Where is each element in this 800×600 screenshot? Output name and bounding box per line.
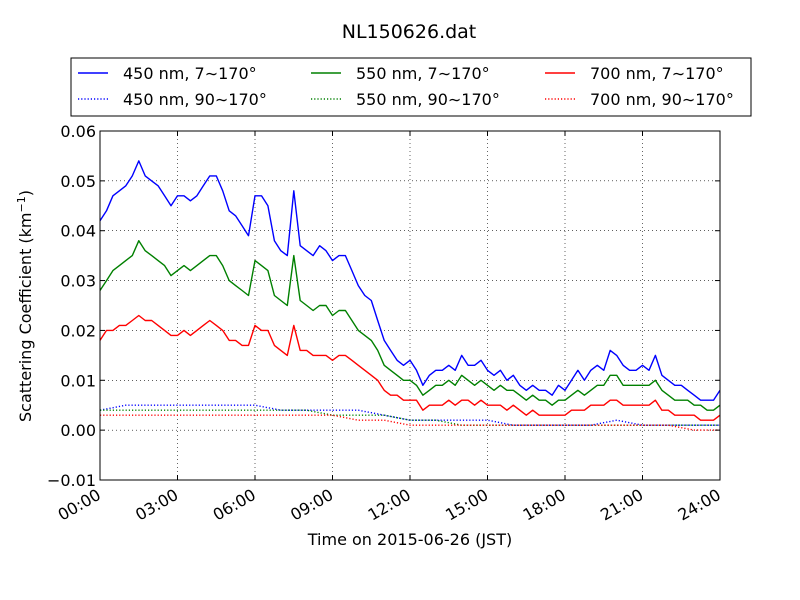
legend-label-3: 700 nm, 7∼170° bbox=[590, 64, 724, 83]
y-axis-label-superscript: −1 bbox=[15, 196, 28, 212]
y-axis-label-main: Scattering Coefficient (km bbox=[16, 212, 35, 422]
x-tick-label: 00:00 bbox=[55, 485, 104, 525]
y-tick-label: 0.06 bbox=[60, 122, 96, 141]
y-tick-label: 0.02 bbox=[60, 321, 96, 340]
x-tick-label: 06:00 bbox=[210, 485, 259, 525]
x-tick-label: 18:00 bbox=[520, 485, 569, 525]
y-tick-label: 0.03 bbox=[60, 272, 96, 291]
y-tick-label: 0.01 bbox=[60, 371, 96, 390]
plot-series bbox=[99, 160, 721, 431]
y-axis-label: Scattering Coefficient (km−1) bbox=[15, 190, 35, 422]
x-tick-label: 15:00 bbox=[442, 485, 491, 525]
series-line-1 bbox=[99, 160, 721, 401]
y-tick-label: 0.04 bbox=[60, 222, 96, 241]
series-line-2 bbox=[99, 240, 721, 411]
legend: 450 nm, 7∼170° 550 nm, 7∼170° 700 nm, 7∼17… bbox=[78, 64, 734, 109]
series-line-5 bbox=[100, 409, 720, 426]
x-axis-label: Time on 2015-06-26 (JST) bbox=[307, 530, 512, 549]
x-tick-label: 03:00 bbox=[132, 485, 181, 525]
y-tick-label: 0.05 bbox=[60, 172, 96, 191]
y-axis-label-close: ) bbox=[16, 190, 35, 196]
series-line-4 bbox=[99, 404, 720, 426]
y-tick-label: 0.00 bbox=[60, 421, 96, 440]
x-tick-label: 12:00 bbox=[365, 485, 414, 525]
series-line-3 bbox=[99, 314, 721, 421]
plot-area bbox=[100, 131, 720, 480]
legend-label-2: 550 nm, 7∼170° bbox=[356, 64, 490, 83]
x-tick-label: 24:00 bbox=[675, 485, 724, 525]
legend-label-4: 450 nm, 90∼170° bbox=[123, 90, 267, 109]
chart-title: NL150626.dat bbox=[342, 21, 477, 43]
legend-label-1: 450 nm, 7∼170° bbox=[123, 64, 257, 83]
x-tick-label: 21:00 bbox=[597, 485, 646, 525]
y-tick-label: −0.01 bbox=[47, 471, 96, 490]
legend-label-6: 700 nm, 90∼170° bbox=[590, 90, 734, 109]
legend-label-5: 550 nm, 90∼170° bbox=[356, 90, 500, 109]
series-line-6 bbox=[100, 414, 720, 431]
x-tick-label: 09:00 bbox=[287, 485, 336, 525]
legend-box bbox=[70, 57, 752, 117]
